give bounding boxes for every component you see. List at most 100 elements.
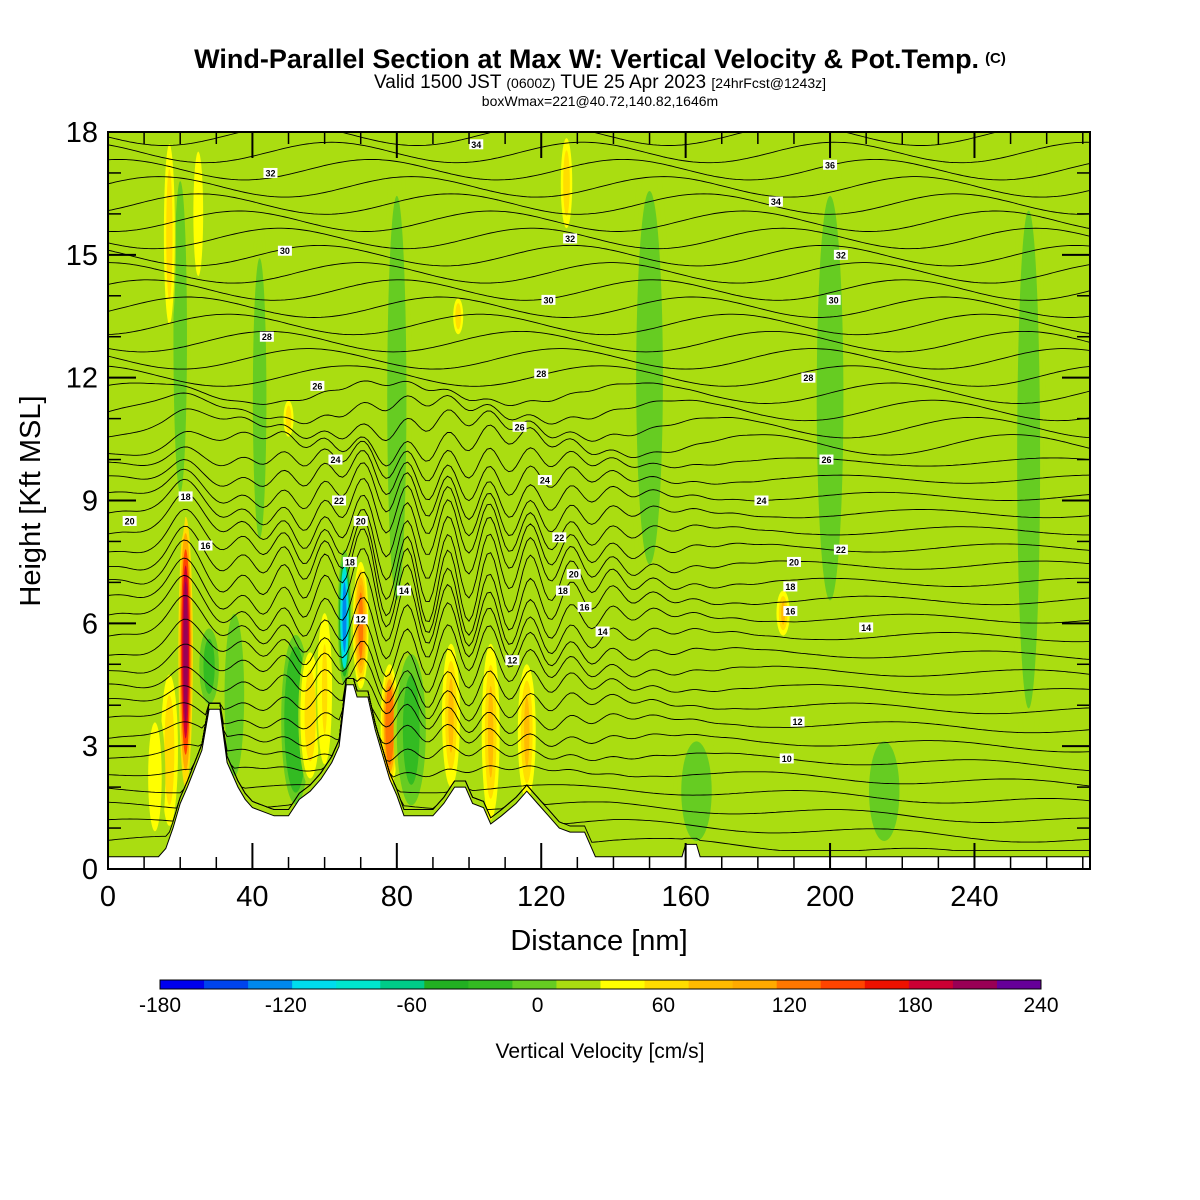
velocity-cell — [860, 725, 908, 857]
isentrope-line — [108, 440, 1090, 482]
isentrope-line — [108, 227, 1090, 250]
isentrope-label-text: 20 — [789, 557, 799, 567]
isentrope-label-bg — [786, 556, 801, 567]
isentrope-label-bg — [563, 233, 578, 244]
velocity-cell — [452, 295, 465, 337]
colorbar-tick-label: -180 — [139, 994, 181, 1017]
isentrope-label: 24 — [754, 495, 769, 506]
velocity-contour — [177, 230, 184, 444]
isentrope-label: 18 — [783, 581, 798, 592]
velocity-contour — [256, 302, 263, 494]
isentrope-label: 10 — [779, 753, 794, 764]
isentrope-line — [108, 678, 1090, 804]
colorbar-swatch — [908, 980, 954, 989]
velocity-contour — [877, 757, 892, 826]
isentrope-label-bg — [122, 515, 137, 526]
isentrope-label-text: 22 — [554, 533, 564, 543]
velocity-cell — [809, 132, 851, 665]
field-background — [108, 132, 1090, 869]
y-tick-label: 12 — [66, 363, 98, 395]
colorbar-swatch — [600, 980, 646, 989]
isentrope-line — [108, 478, 1090, 537]
y-tick-label: 9 — [82, 486, 98, 518]
velocity-contour — [321, 644, 328, 734]
velocity-cell — [249, 213, 271, 583]
y-tick-label: 15 — [66, 240, 98, 272]
isentrope-line — [108, 678, 1090, 772]
colorbar-tick-label: 180 — [898, 994, 933, 1017]
isentrope-label: 16 — [198, 540, 213, 551]
x-axis-label: Distance [nm] — [510, 925, 687, 957]
colorbar-label: Vertical Velocity [cm/s] — [496, 1040, 705, 1063]
isentrope-label-bg — [541, 294, 556, 305]
isentrope-label-text: 26 — [312, 381, 322, 391]
isentrope-label-text: 18 — [785, 582, 795, 592]
isentrope-line — [108, 380, 1090, 407]
isentrope-label-bg — [754, 495, 769, 506]
velocity-contour — [456, 305, 461, 327]
isentrope-line — [108, 508, 1090, 581]
isentrope-label-bg — [779, 753, 794, 764]
isentrope-label: 18 — [178, 491, 193, 502]
isentrope-label: 30 — [826, 294, 841, 305]
isentrope-line — [108, 296, 1090, 318]
velocity-contour — [689, 757, 704, 826]
isentrope-label-text: 12 — [793, 717, 803, 727]
isentrope-label: 30 — [541, 294, 556, 305]
velocity-contour — [195, 171, 201, 257]
isentrope-label-bg — [259, 331, 274, 342]
isentrope-label-bg — [537, 475, 552, 486]
isentrope-label: 22 — [552, 532, 567, 543]
colorbar-swatch — [952, 980, 998, 989]
isentrope-label: 34 — [768, 196, 783, 207]
isentrope-label-bg — [768, 196, 783, 207]
isentrope-label-text: 34 — [471, 140, 481, 150]
isentrope-line — [108, 408, 1090, 442]
isentrope-label-bg — [801, 372, 816, 383]
colorbar-tick-label: 120 — [772, 994, 807, 1017]
isentrope-label-bg — [342, 556, 357, 567]
velocity-cell — [190, 132, 206, 296]
velocity-field — [108, 132, 1090, 869]
isentrope-label-text: 14 — [399, 586, 409, 596]
isentrope-label-text: 10 — [782, 754, 792, 764]
velocity-contour — [643, 249, 656, 506]
velocity-cell — [144, 705, 166, 849]
velocity-contour — [205, 643, 213, 689]
isentrope-line — [108, 313, 1090, 336]
isentropes — [108, 132, 1090, 852]
isentrope-label: 34 — [469, 139, 484, 150]
isentrope-label-bg — [555, 585, 570, 596]
isentrope-line — [108, 492, 1090, 558]
isentrope-line — [108, 392, 1090, 425]
isentrope-label-bg — [790, 716, 805, 727]
isentrope-label: 20 — [122, 515, 137, 526]
colorbar-frame — [159, 979, 1042, 990]
valid-date: TUE 25 Apr 2023 — [560, 72, 707, 93]
velocity-contour — [823, 259, 837, 537]
isentrope-label-bg — [353, 515, 368, 526]
isentrope-label-text: 20 — [569, 570, 579, 580]
isentrope-label-bg — [833, 249, 848, 260]
isentrope-label-text: 18 — [558, 586, 568, 596]
isentrope-label-text: 24 — [756, 496, 766, 506]
isentrope-label-text: 22 — [334, 496, 344, 506]
y-tick-label: 0 — [82, 854, 98, 886]
velocity-contour — [306, 678, 314, 753]
y-tick-label: 18 — [66, 117, 98, 149]
terrain — [108, 684, 1090, 869]
velocity-cell — [629, 132, 671, 624]
isentrope-line — [108, 348, 1090, 370]
velocity-contour — [405, 685, 417, 775]
isentrope-label-bg — [823, 159, 838, 170]
isentrope-label-bg — [512, 421, 527, 432]
colorbar-swatch — [776, 980, 822, 989]
isentrope-label: 20 — [566, 569, 581, 580]
isentrope-label: 28 — [259, 331, 274, 342]
velocity-contour — [524, 696, 530, 767]
isentrope-label-bg — [566, 569, 581, 580]
isentrope-label-bg — [353, 614, 368, 625]
x-tick-label: 80 — [381, 881, 413, 913]
isentrope-label: 30 — [277, 245, 292, 256]
